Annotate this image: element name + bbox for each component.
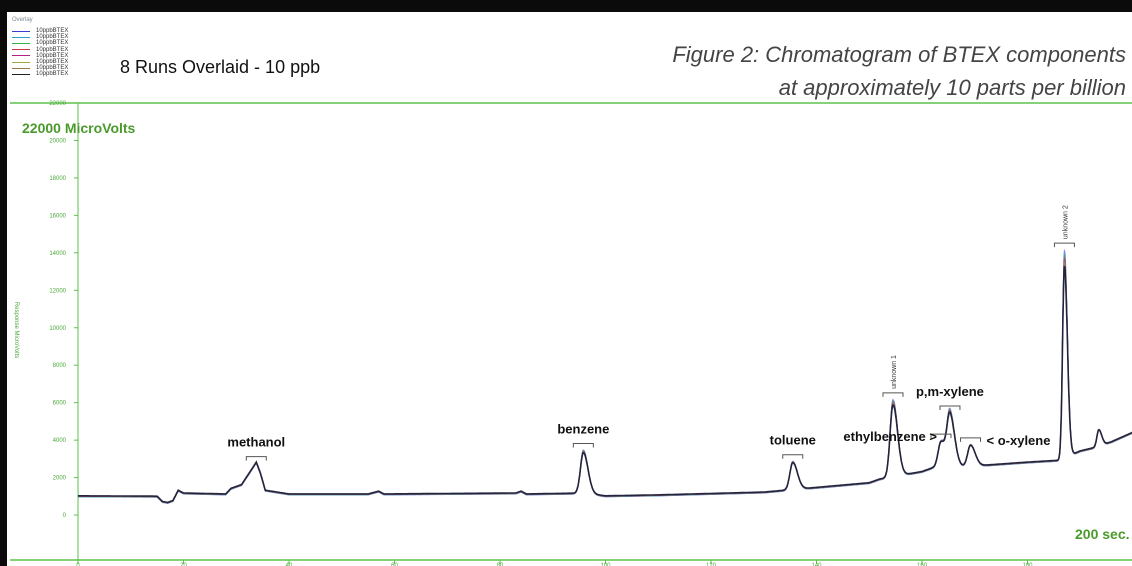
x-tick-label: 20 [180,563,187,566]
y-tick-label: 22000 [49,101,66,107]
y-tick-label: 10000 [49,326,66,332]
x-tick-label: 80 [497,563,504,566]
chart-axes: 0 2000 4000 6000 8000 10000 12000 14000 16000 180… [10,101,1132,566]
x-tick-label: 40 [286,563,293,566]
y-tick-label: 12000 [49,288,66,294]
legend-swatch [12,61,30,63]
y-tick-label: 14000 [49,251,66,257]
y-axis-label: Response MicroVolts [13,302,19,358]
peak-bracket [960,437,982,442]
legend-swatch [12,67,30,69]
series-line [78,261,1132,504]
x-tick-label: 100 [600,563,611,566]
peak-label: methanol [227,435,285,450]
y-axis-annotation: 22000 MicroVolts [22,120,136,136]
window-title: Overlay [12,17,33,23]
window-top-border [0,0,1132,12]
series-line [78,258,1132,504]
legend-swatch [12,55,30,57]
legend-label: 10ppbBTEX [36,65,69,72]
peak-bracket [939,405,961,411]
legend-label: 10ppbBTEX [36,52,69,59]
peak-label: benzene [557,421,609,436]
peak-label: < o-xylene [987,433,1051,448]
legend-swatch [12,36,30,38]
y-tick-label: 16000 [49,213,66,219]
y-tick-label: 18000 [49,176,66,182]
peak-label: ethylbenzene > [843,429,937,444]
peak-labels: methanol benzene toluene unknown 1 ethylbenz… [227,205,1075,461]
x-tick-label: 120 [706,563,717,566]
legend-entry: 10ppbBTEX [12,59,68,65]
peak-label: toluene [770,433,816,448]
peak-label: unknown 2 [1062,205,1069,239]
figure-caption-line-2: at approximately 10 parts per billion [778,75,1126,100]
peak-label: p,m-xylene [916,384,984,399]
series-line [78,251,1132,504]
legend-entry: 10ppbBTEX [12,47,68,53]
legend-entry: 10ppbBTEX [12,53,68,59]
x-tick-label: 140 [811,563,822,566]
peak-bracket [930,433,952,439]
figure-caption: Figure 2: Chromatogram of BTEX component… [672,38,1126,104]
legend-entry: 10ppbBTEX [12,65,68,71]
legend-entry: 10ppbBTEX [12,71,68,77]
legend-entry: 10ppbBTEX [12,34,68,40]
legend-label: 10ppbBTEX [36,28,69,35]
y-tick-label: 6000 [53,401,67,407]
series-line [78,256,1132,504]
peak-label: unknown 1 [891,355,898,389]
chart-traces [78,249,1132,504]
legend-label: 10ppbBTEX [36,34,69,41]
peak-bracket [572,442,594,448]
legend-label: 10ppbBTEX [36,71,69,78]
series-line [78,249,1132,504]
series-line [78,265,1132,504]
x-tick-label: 60 [391,563,398,566]
series-legend: 10ppbBTEX 10ppbBTEX 10ppbBTEX 10ppbBTEX 10pp… [12,28,68,78]
legend-label: 10ppbBTEX [36,40,69,47]
legend-label: 10ppbBTEX [36,46,69,53]
chart-subtitle: 8 Runs Overlaid - 10 ppb [120,57,321,77]
x-tick-label: 0 [76,563,80,566]
figure-caption-line-1: Figure 2: Chromatogram of BTEX component… [672,42,1126,67]
x-tick-label: 180 [1022,563,1033,566]
window-left-border [0,0,7,566]
y-tick-label: 2000 [53,476,67,482]
x-tick-label: 160 [917,563,928,566]
legend-entry: 10ppbBTEX [12,40,68,46]
y-tick-label: 8000 [53,363,67,369]
peak-bracket [1053,242,1075,248]
peak-bracket [882,392,904,397]
x-axis-annotation: 200 sec. [1075,526,1130,542]
y-tick-label: 20000 [49,138,66,144]
legend-entry: 10ppbBTEX [12,28,68,34]
legend-swatch [12,49,30,51]
legend-label: 10ppbBTEX [36,59,69,66]
peak-bracket [245,456,267,461]
legend-swatch [12,73,30,75]
series-line [78,254,1132,504]
y-tick-label: 4000 [53,438,67,444]
legend-swatch [12,30,30,32]
legend-swatch [12,42,30,44]
peak-bracket [782,454,804,459]
y-tick-label: 0 [63,513,67,519]
